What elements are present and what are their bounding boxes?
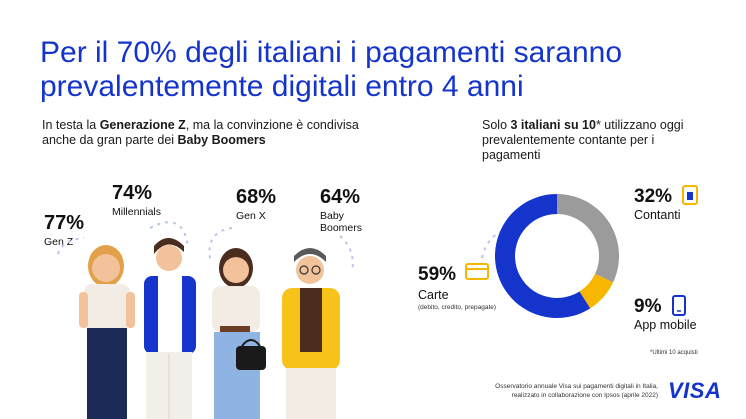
dashed-arcs [57, 221, 501, 273]
atm-icon [682, 185, 698, 205]
page-title: Per il 70% degli italiani i pagamenti sa… [40, 36, 623, 103]
gen-x-label: Gen X [236, 210, 266, 222]
carte-sublabel: (debito, credito, prepagate) [418, 304, 497, 311]
app-mobile-label: App mobile [634, 318, 697, 332]
boomers-value: 64% [320, 186, 361, 208]
arc-carte [481, 231, 501, 259]
arc-boomers [339, 235, 354, 273]
donut-chart [494, 194, 620, 319]
source-line-1: Osservatorio annuale Visa sui pagamenti … [495, 383, 658, 390]
footnote: *Ultimi 10 acquisti [650, 350, 698, 356]
app-mobile-value: 9% [634, 296, 662, 317]
person-gen-z-figure [79, 245, 135, 419]
contanti-label: Contanti [634, 208, 681, 222]
visa-logo: VISA [668, 378, 722, 403]
source-line-2: realizzato in collaborazione con Ipsos (… [511, 392, 658, 399]
gen-z-label: Gen Z [44, 236, 74, 248]
person-millennials-figure [144, 238, 196, 419]
carte-label: Carte [418, 288, 449, 302]
person-gen-x-figure [212, 248, 266, 419]
source-note: Osservatorio annuale Visa sui pagamenti … [428, 382, 658, 400]
arc-millennials [149, 221, 189, 249]
left-subtitle: In testa la Generazione Z, ma la convinz… [42, 118, 359, 147]
boomers-label: Baby Boomers [320, 210, 363, 234]
gen-z-value: 77% [44, 212, 85, 234]
donut-slice-app-mobile [579, 273, 614, 309]
gen-x-value: 68% [236, 186, 277, 208]
donut-slice-carte [494, 194, 591, 319]
right-subtitle: Solo 3 italiani su 10* utilizzano oggi p… [482, 118, 684, 162]
millennials-label: Millennials [112, 206, 162, 218]
card-icon [465, 263, 489, 280]
carte-value: 59% [418, 264, 457, 285]
donut-slice-contanti [557, 194, 620, 283]
contanti-value: 32% [634, 186, 673, 207]
arc-gen-z [57, 237, 85, 255]
millennials-value: 74% [112, 182, 153, 204]
person-boomers-figure [282, 248, 340, 419]
phone-icon [672, 295, 686, 316]
